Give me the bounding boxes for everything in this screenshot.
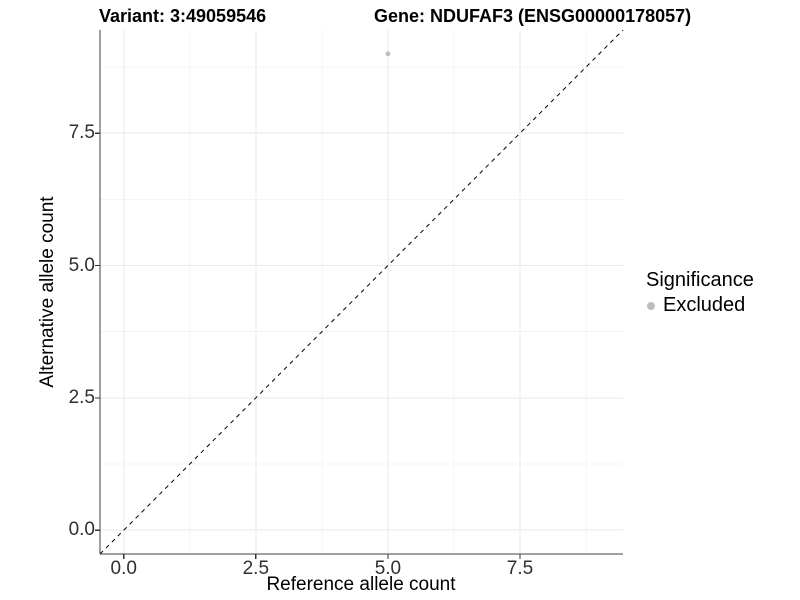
- legend-title: Significance: [646, 269, 754, 291]
- plot-title-variant: Variant: 3:49059546: [99, 6, 267, 26]
- x-tick-label: 0.0: [110, 558, 137, 579]
- x-axis-title: Reference allele count: [266, 574, 456, 595]
- x-tick-label: 2.5: [242, 558, 270, 579]
- plot-title-gene: Gene: NDUFAF3 (ENSG00000178057): [374, 6, 692, 26]
- identity-dashed-line: [99, 29, 624, 555]
- y-axis-title: Alternative allele count: [37, 196, 58, 388]
- legend-entry-excluded: Excluded: [646, 294, 754, 317]
- data-point-excluded: [385, 51, 391, 57]
- x-tick-label: 5.0: [374, 558, 402, 579]
- legend: Significance Excluded: [646, 269, 754, 317]
- y-tick-label: 2.5: [68, 386, 95, 408]
- y-tick-label: 7.5: [68, 122, 95, 144]
- legend-entry-label: Excluded: [663, 294, 746, 316]
- legend-key-circle-icon: [647, 301, 655, 310]
- y-tick-label: 0.0: [68, 519, 95, 541]
- y-tick-label: 5.0: [68, 254, 95, 276]
- x-tick-label: 7.5: [506, 558, 534, 579]
